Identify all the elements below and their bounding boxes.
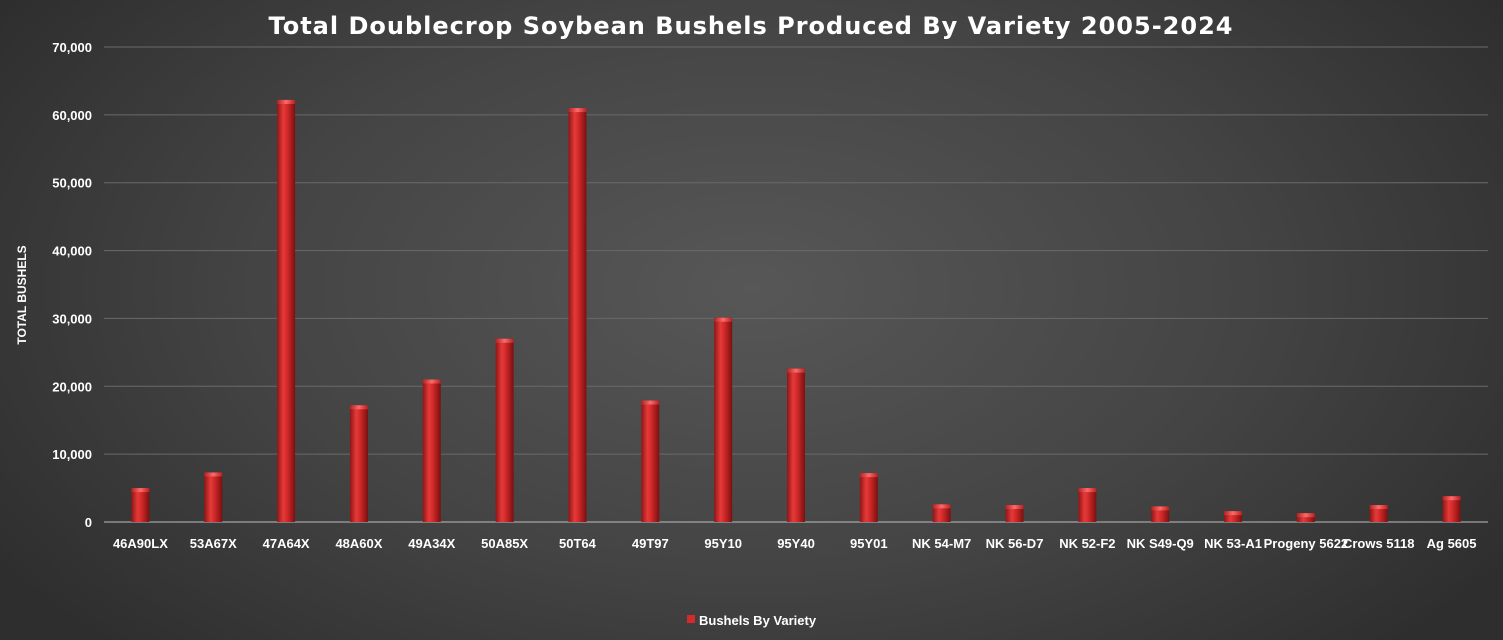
bar-cap xyxy=(787,368,805,373)
legend: Bushels By Variety xyxy=(687,613,817,628)
bar-cap xyxy=(495,338,514,343)
x-tick-label: 53A67X xyxy=(190,536,237,551)
x-tick-label: Crows 5118 xyxy=(1343,536,1415,551)
legend-label: Bushels By Variety xyxy=(699,613,817,628)
y-tick-label: 10,000 xyxy=(52,447,92,462)
bar-body xyxy=(714,317,733,522)
bar-cap xyxy=(349,405,368,410)
bar xyxy=(1369,505,1388,522)
bar-cap xyxy=(1369,505,1388,510)
bar xyxy=(495,338,514,522)
bar-body xyxy=(1442,496,1461,522)
y-tick-label: 0 xyxy=(85,515,92,530)
y-tick-label: 40,000 xyxy=(52,244,92,259)
bar-cap xyxy=(1296,513,1315,518)
y-tick-label: 70,000 xyxy=(52,40,92,55)
x-tick-label: NK 52-F2 xyxy=(1059,536,1115,551)
bars xyxy=(131,99,1461,523)
bar-body xyxy=(568,108,587,523)
bar xyxy=(787,368,805,522)
bar-cap xyxy=(204,472,223,477)
x-tick-label: NK 53-A1 xyxy=(1204,536,1262,551)
bar-body xyxy=(1005,505,1024,522)
bar xyxy=(1296,513,1315,522)
chart-title: Total Doublecrop Soybean Bushels Produce… xyxy=(269,12,1234,40)
bar-body xyxy=(131,488,150,522)
bar xyxy=(1151,506,1170,522)
y-axis-label: TOTAL BUSHELS xyxy=(15,245,29,344)
x-tick-label: 50T64 xyxy=(559,536,597,551)
x-tick-label: 48A60X xyxy=(335,536,382,551)
bar xyxy=(859,473,878,522)
x-tick-label: Ag 5605 xyxy=(1427,536,1477,551)
bar-body xyxy=(859,473,878,522)
y-tick-label: 30,000 xyxy=(52,311,92,326)
bar-cap xyxy=(641,400,660,405)
x-tick-label: Progeny 5622 xyxy=(1264,536,1349,551)
y-tick-label: 20,000 xyxy=(52,379,92,394)
x-tick-label: 50A85X xyxy=(481,536,528,551)
bar xyxy=(1442,496,1461,522)
bar xyxy=(1005,505,1024,522)
legend-swatch-icon xyxy=(687,615,695,623)
bar-cap xyxy=(1005,505,1024,510)
bar xyxy=(349,405,368,522)
y-tick-label: 50,000 xyxy=(52,176,92,191)
bar-body xyxy=(349,405,368,522)
bar-body xyxy=(1078,488,1097,522)
bar-body xyxy=(277,99,296,522)
bar-body xyxy=(641,400,660,522)
bar xyxy=(641,400,660,522)
bar-body xyxy=(932,504,951,522)
x-tick-label: NK S49-Q9 xyxy=(1127,536,1194,551)
x-tick-label: 47A64X xyxy=(263,536,310,551)
bar-body xyxy=(1224,511,1243,522)
bar-body xyxy=(1369,505,1388,522)
x-tick-label: 49A34X xyxy=(408,536,455,551)
bar-body xyxy=(787,368,805,522)
gridlines xyxy=(104,46,1488,523)
y-axis-ticks: 0 10,000 20,000 30,000 40,000 50,000 60,000 70,… xyxy=(52,40,92,530)
bar-cap xyxy=(277,99,296,104)
bar-cap xyxy=(1442,496,1461,501)
x-axis-ticks: 46A90LX 53A67X 47A64X 48A60X 49A34X 50A85X 50T… xyxy=(113,536,1477,551)
bar xyxy=(204,472,223,522)
x-tick-label: 49T97 xyxy=(632,536,669,551)
x-tick-label: 46A90LX xyxy=(113,536,168,551)
bar xyxy=(1224,511,1243,522)
bar xyxy=(131,488,150,522)
bar xyxy=(1078,488,1097,522)
x-tick-label: NK 54-M7 xyxy=(912,536,971,551)
bar-cap xyxy=(1078,488,1097,493)
bar-cap xyxy=(859,473,878,478)
bar xyxy=(568,108,587,523)
bar-cap xyxy=(1224,511,1243,516)
bar-cap xyxy=(131,488,150,493)
bar-body xyxy=(204,472,223,522)
x-tick-label: 95Y01 xyxy=(850,536,888,551)
bar-cap xyxy=(568,108,587,113)
y-tick-label: 60,000 xyxy=(52,108,92,123)
bar xyxy=(714,317,733,522)
bar-body xyxy=(1296,513,1315,522)
bar xyxy=(932,504,951,522)
bar-cap xyxy=(422,379,441,384)
bar-cap xyxy=(714,317,733,322)
x-tick-label: 95Y10 xyxy=(704,536,742,551)
x-tick-label: NK 56-D7 xyxy=(986,536,1044,551)
bar-body xyxy=(422,379,441,522)
bar xyxy=(422,379,441,522)
bar xyxy=(277,99,296,522)
bar-cap xyxy=(932,504,951,509)
x-tick-label: 95Y40 xyxy=(777,536,815,551)
bar-cap xyxy=(1151,506,1170,511)
bar-body xyxy=(495,338,514,522)
